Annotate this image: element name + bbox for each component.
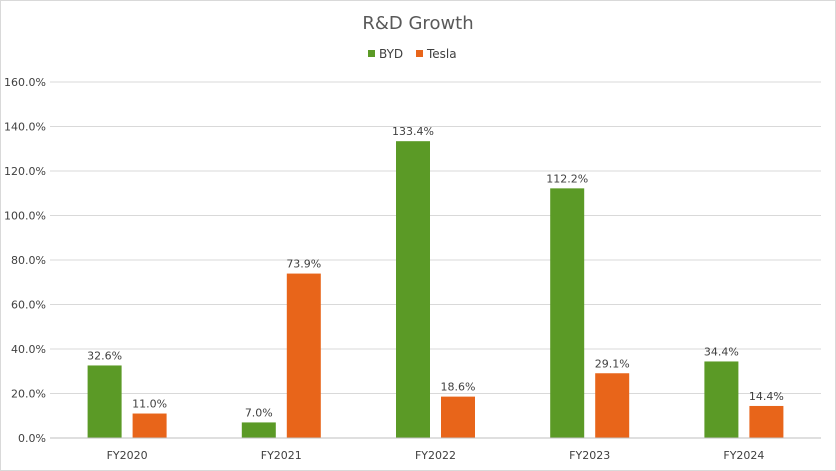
y-tick-label: 0.0% — [18, 432, 46, 445]
legend-label-tesla: Tesla — [426, 47, 457, 61]
data-label: 14.4% — [749, 390, 784, 403]
y-tick-label: 80.0% — [11, 254, 46, 267]
bar-tesla-fy2022 — [441, 396, 475, 438]
bar-byd-fy2021 — [241, 422, 276, 438]
data-label: 112.2% — [546, 172, 588, 185]
data-label: 32.6% — [87, 349, 122, 362]
data-labels: 32.6% 11.0% 7.0% 73.9% 133.4% 18.6% 112.2% 29.1… — [87, 125, 784, 419]
y-axis: 0.0% 20.0% 40.0% 60.0% 80.0% 100.0% 120.0% 140.… — [4, 76, 46, 445]
chart-title: R&D Growth — [362, 13, 473, 34]
bar-tesla-fy2023 — [595, 373, 630, 438]
data-label: 7.0% — [245, 406, 273, 419]
data-label: 133.4% — [392, 125, 434, 138]
bar-byd-fy2022 — [396, 141, 430, 438]
data-label: 11.0% — [132, 398, 167, 411]
legend-label-byd: BYD — [379, 47, 403, 61]
y-tick-label: 140.0% — [4, 121, 46, 134]
legend-swatch-tesla — [416, 50, 423, 57]
data-label: 18.6% — [441, 381, 476, 394]
x-tick-label: FY2022 — [415, 449, 456, 462]
data-label: 73.9% — [286, 258, 321, 271]
x-tick-label: FY2020 — [107, 449, 148, 462]
gridlines — [50, 81, 821, 439]
bar-byd-fy2020 — [87, 365, 122, 438]
y-tick-label: 40.0% — [11, 343, 46, 356]
y-tick-label: 160.0% — [4, 76, 46, 89]
bar-byd-fy2024 — [704, 361, 739, 438]
y-tick-label: 20.0% — [11, 388, 46, 401]
bars — [87, 141, 784, 438]
bar-byd-fy2023 — [550, 188, 585, 438]
data-label: 29.1% — [595, 357, 630, 370]
y-tick-label: 120.0% — [4, 165, 46, 178]
x-tick-label: FY2023 — [569, 449, 610, 462]
x-tick-label: FY2021 — [261, 449, 302, 462]
y-tick-label: 60.0% — [11, 299, 46, 312]
legend-swatch-byd — [368, 50, 375, 57]
x-axis: FY2020 FY2021 FY2022 FY2023 FY2024 — [50, 437, 821, 462]
x-tick-label: FY2024 — [723, 449, 764, 462]
y-tick-label: 100.0% — [4, 210, 46, 223]
data-label: 34.4% — [704, 345, 739, 358]
bar-tesla-fy2024 — [749, 405, 784, 438]
bar-tesla-fy2020 — [132, 413, 167, 438]
legend: BYD Tesla — [368, 47, 457, 61]
bar-tesla-fy2021 — [286, 273, 321, 438]
